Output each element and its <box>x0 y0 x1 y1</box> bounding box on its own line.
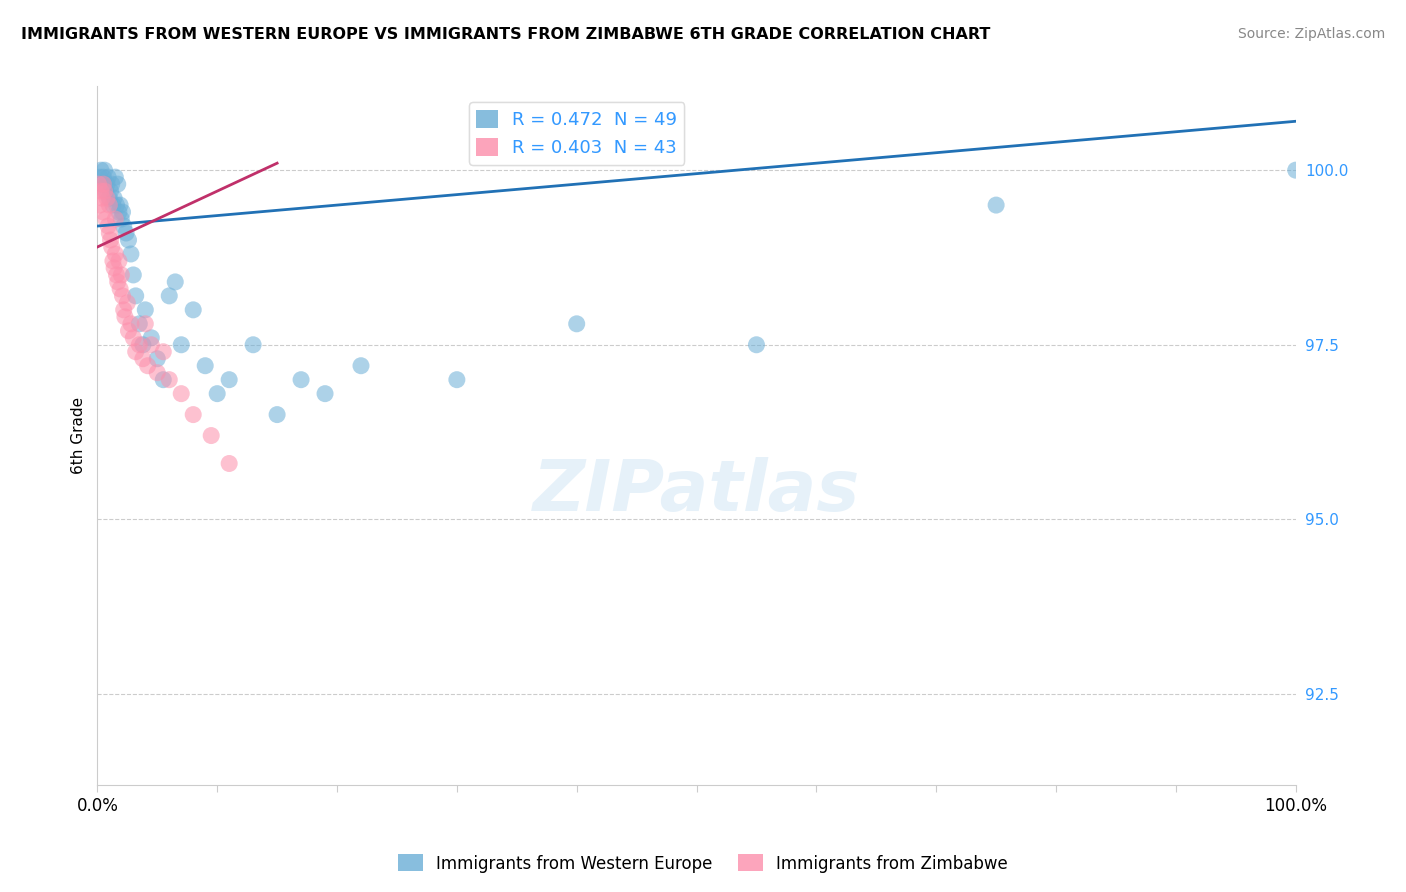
Point <box>111 205 134 219</box>
Point <box>117 324 139 338</box>
Point <box>446 373 468 387</box>
Point <box>103 191 125 205</box>
Point <box>141 338 163 352</box>
Point <box>107 177 129 191</box>
Point <box>114 310 136 324</box>
Point <box>100 184 122 198</box>
Point <box>98 226 121 240</box>
Point <box>90 184 112 198</box>
Point <box>128 317 150 331</box>
Point <box>134 302 156 317</box>
Point <box>565 317 588 331</box>
Point <box>157 289 180 303</box>
Point <box>101 254 124 268</box>
Point <box>125 344 148 359</box>
Point <box>108 205 131 219</box>
Point <box>745 338 768 352</box>
Point <box>141 331 163 345</box>
Point <box>108 254 131 268</box>
Point <box>105 198 128 212</box>
Point <box>314 386 336 401</box>
Point <box>122 331 145 345</box>
Point <box>146 366 169 380</box>
Point <box>205 386 228 401</box>
Point <box>89 198 111 212</box>
Point <box>170 338 193 352</box>
Point <box>104 247 127 261</box>
Point <box>98 191 121 205</box>
Point <box>110 212 132 227</box>
Point <box>89 170 111 185</box>
Point <box>97 170 120 185</box>
Point <box>112 302 135 317</box>
Point <box>108 198 131 212</box>
Point <box>93 163 115 178</box>
Point <box>136 359 159 373</box>
Point <box>146 351 169 366</box>
Point <box>101 198 124 212</box>
Y-axis label: 6th Grade: 6th Grade <box>72 397 86 475</box>
Point <box>97 219 120 233</box>
Legend: R = 0.472  N = 49, R = 0.403  N = 43: R = 0.472 N = 49, R = 0.403 N = 43 <box>470 103 685 164</box>
Text: ZIPatlas: ZIPatlas <box>533 457 860 526</box>
Point <box>91 191 114 205</box>
Point <box>100 177 122 191</box>
Point <box>94 184 117 198</box>
Point <box>120 247 142 261</box>
Point <box>128 338 150 352</box>
Point <box>112 219 135 233</box>
Point <box>104 212 127 227</box>
Point <box>266 408 288 422</box>
Point <box>96 177 118 191</box>
Point <box>93 177 115 191</box>
Point <box>984 198 1007 212</box>
Point <box>117 296 139 310</box>
Point <box>93 205 115 219</box>
Point <box>110 268 132 282</box>
Legend: Immigrants from Western Europe, Immigrants from Zimbabwe: Immigrants from Western Europe, Immigran… <box>391 847 1015 880</box>
Point <box>125 289 148 303</box>
Point <box>170 386 193 401</box>
Point <box>87 177 110 191</box>
Point <box>290 373 312 387</box>
Point <box>1285 163 1308 178</box>
Point <box>117 233 139 247</box>
Point <box>94 212 117 227</box>
Point <box>122 268 145 282</box>
Point <box>134 317 156 331</box>
Point <box>120 317 142 331</box>
Point <box>108 282 131 296</box>
Point <box>165 275 187 289</box>
Point <box>218 457 240 471</box>
Point <box>181 302 204 317</box>
Point <box>107 275 129 289</box>
Point <box>103 260 125 275</box>
Point <box>93 170 115 185</box>
Point <box>96 191 118 205</box>
Point <box>152 344 174 359</box>
Point <box>98 198 121 212</box>
Point <box>157 373 180 387</box>
Point <box>104 170 127 185</box>
Point <box>132 351 155 366</box>
Point <box>242 338 264 352</box>
Point <box>200 428 222 442</box>
Point <box>111 289 134 303</box>
Point <box>218 373 240 387</box>
Text: Source: ZipAtlas.com: Source: ZipAtlas.com <box>1237 27 1385 41</box>
Point <box>115 226 138 240</box>
Point <box>105 268 128 282</box>
Point <box>194 359 217 373</box>
Point <box>152 373 174 387</box>
Point <box>90 163 112 178</box>
Point <box>93 184 115 198</box>
Point <box>350 359 373 373</box>
Point <box>132 338 155 352</box>
Point <box>181 408 204 422</box>
Text: IMMIGRANTS FROM WESTERN EUROPE VS IMMIGRANTS FROM ZIMBABWE 6TH GRADE CORRELATION: IMMIGRANTS FROM WESTERN EUROPE VS IMMIGR… <box>21 27 990 42</box>
Point <box>91 177 114 191</box>
Point <box>100 233 122 247</box>
Point <box>100 240 122 254</box>
